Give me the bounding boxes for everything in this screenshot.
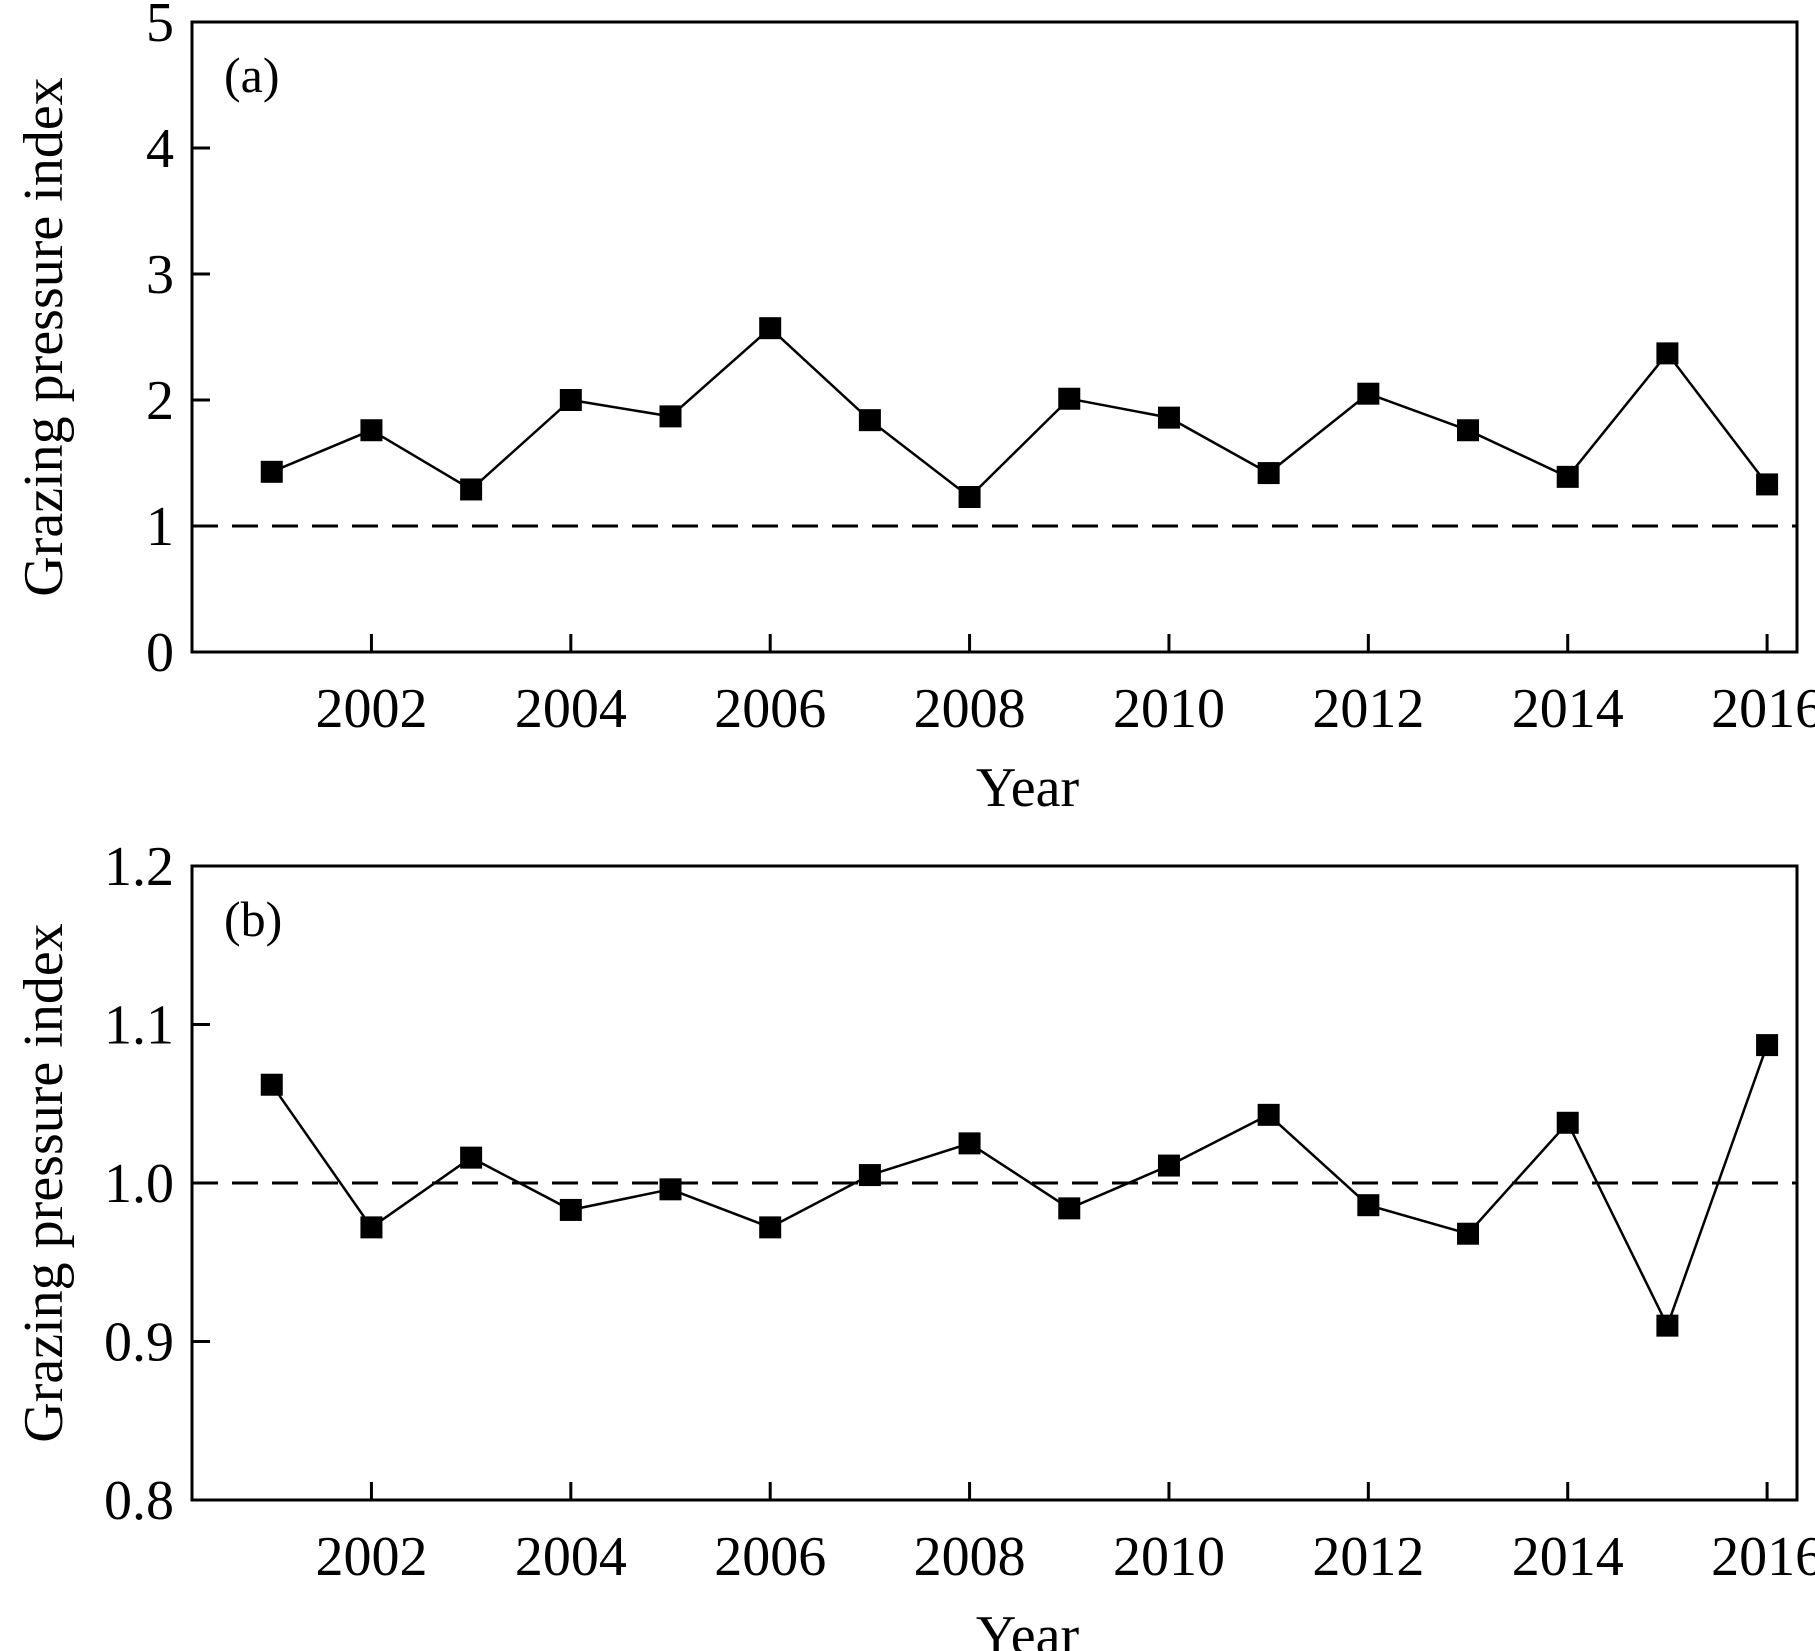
data-point-2016 xyxy=(1756,473,1779,496)
data-point-2010 xyxy=(1157,1154,1180,1177)
series-line xyxy=(270,1044,1769,1329)
y-tick-label: 1.2 xyxy=(104,836,174,898)
data-point-2010 xyxy=(1157,406,1180,429)
data-point-2009 xyxy=(1058,387,1081,410)
y-tick-label: 0 xyxy=(146,622,174,684)
data-point-2005 xyxy=(659,405,682,428)
data-point-2012 xyxy=(1357,1194,1380,1217)
data-point-2015 xyxy=(1656,342,1679,365)
data-point-2006 xyxy=(759,1216,782,1239)
series-line xyxy=(271,326,1769,499)
x-tick-label: 2002 xyxy=(315,678,427,740)
data-point-2003 xyxy=(460,1146,483,1169)
y-tick-label: 2 xyxy=(146,370,174,432)
x-tick-label: 2014 xyxy=(1512,1526,1624,1588)
data-point-2008 xyxy=(958,1132,981,1155)
data-point-2004 xyxy=(559,389,582,411)
data-point-2014 xyxy=(1556,465,1579,488)
data-point-2011 xyxy=(1257,462,1280,485)
x-tick-label: 2006 xyxy=(714,1526,826,1588)
y-tick-label: 1 xyxy=(146,496,174,558)
x-tick-label: 2010 xyxy=(1113,1526,1225,1588)
x-tick-label: 2002 xyxy=(315,1526,427,1588)
y-axis-title: Grazing pressure index xyxy=(13,923,75,1442)
x-tick-label: 2008 xyxy=(914,678,1026,740)
data-point-2002 xyxy=(360,1216,383,1239)
data-point-2009 xyxy=(1058,1197,1081,1220)
x-tick-label: 2004 xyxy=(515,1526,627,1588)
data-point-2012 xyxy=(1357,382,1380,405)
data-point-2007 xyxy=(858,409,881,432)
data-point-2003 xyxy=(460,478,483,501)
x-tick-label: 2004 xyxy=(515,678,627,740)
data-point-2001 xyxy=(260,1073,283,1096)
panel-label: (a) xyxy=(224,47,280,103)
x-tick-label: 2006 xyxy=(714,678,826,740)
data-point-2013 xyxy=(1457,1222,1480,1245)
data-point-2001 xyxy=(260,460,283,483)
x-tick-label: 2008 xyxy=(914,1526,1026,1588)
x-axis-title: Year xyxy=(976,1605,1080,1651)
data-point-2015 xyxy=(1656,1314,1679,1337)
y-tick-label: 4 xyxy=(146,118,174,180)
data-point-2004 xyxy=(559,1198,582,1221)
chart-panel-b: 0.8 0.9 1.0 1.1 1.2 2002 2004 2006 2008 2010 2012 2… xyxy=(13,836,1815,1651)
data-point-2014 xyxy=(1556,1111,1579,1134)
plot-frame xyxy=(190,20,1799,654)
y-tick-label: 0.9 xyxy=(104,1312,174,1374)
data-point-2011 xyxy=(1257,1103,1280,1126)
x-axis-title: Year xyxy=(976,757,1080,819)
panel-label: (b) xyxy=(224,891,282,947)
data-point-2008 xyxy=(958,486,981,509)
y-tick-label: 1.1 xyxy=(104,995,174,1057)
data-point-2016 xyxy=(1756,1034,1779,1057)
x-tick-label: 2012 xyxy=(1312,678,1424,740)
data-point-2005 xyxy=(659,1178,682,1201)
y-axis-title: Grazing pressure index xyxy=(13,77,75,596)
data-point-2006 xyxy=(759,317,782,340)
y-tick-label: 5 xyxy=(146,0,174,54)
data-point-2013 xyxy=(1457,419,1480,442)
x-tick-label: 2016 xyxy=(1711,1526,1815,1588)
y-tick-label: 1.0 xyxy=(104,1153,174,1215)
data-point-2002 xyxy=(360,419,383,442)
data-point-2007 xyxy=(858,1164,881,1187)
x-tick-label: 2014 xyxy=(1512,678,1624,740)
chart-panel-a: 0 1 2 3 4 5 2002 2004 2006 2008 2010 2012 2014 2016 Ye… xyxy=(13,0,1815,819)
y-tick-label: 0.8 xyxy=(104,1470,174,1532)
x-tick-label: 2010 xyxy=(1113,678,1225,740)
x-tick-label: 2016 xyxy=(1711,678,1815,740)
x-tick-label: 2012 xyxy=(1312,1526,1424,1588)
y-tick-label: 3 xyxy=(146,244,174,306)
